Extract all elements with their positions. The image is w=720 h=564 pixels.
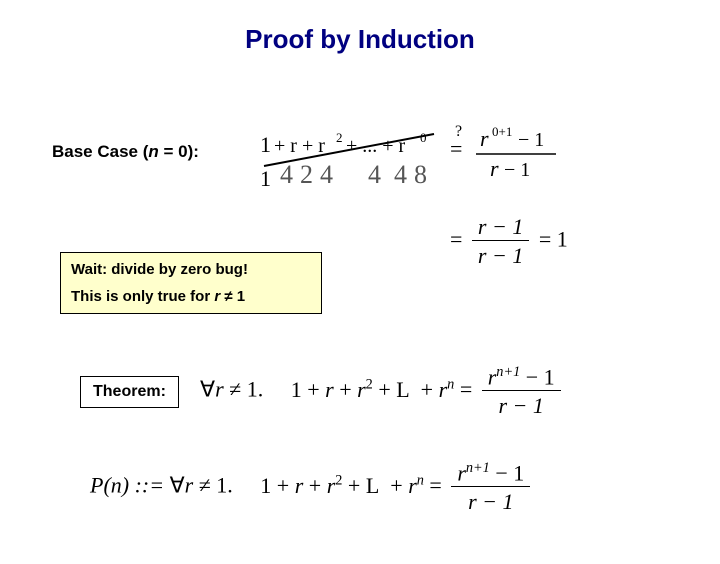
svg-text:1: 1 (260, 166, 271, 191)
svg-text:2: 2 (300, 160, 313, 189)
eq-sign: = (450, 227, 462, 252)
base-case-var: n (148, 142, 158, 161)
eq-one: = 1 (539, 227, 568, 252)
base-case-svg: 1 1 + r + r 2 + ... + r 0 ? = r 0+1 − 1 … (260, 122, 620, 202)
formula-theorem: ∀r ≠ 1. 1 + r + r2 + L + rn = rn+1 − 1 r… (200, 364, 565, 419)
svg-text:4: 4 (320, 160, 333, 189)
formula-base-case-simplify: = r − 1 r − 1 = 1 (450, 214, 568, 269)
var-r: r (185, 473, 194, 498)
cond: ≠ 1. (193, 473, 233, 498)
cond: ≠ 1. (224, 377, 264, 402)
svg-text:0+1: 0+1 (492, 124, 512, 139)
svg-text:4: 4 (280, 160, 293, 189)
svg-text:4: 4 (394, 160, 407, 189)
num: r − 1 (472, 214, 529, 241)
svg-text:8: 8 (414, 160, 427, 189)
den: r − 1 (451, 487, 530, 515)
forall: ∀ (170, 473, 185, 498)
svg-text:r: r (480, 126, 489, 151)
svg-text:4: 4 (368, 160, 381, 189)
eq: = (460, 377, 478, 402)
series: 1 + r + r2 + L + rn (291, 377, 455, 402)
svg-text:r: r (490, 156, 499, 181)
base-case-prefix: Base Case ( (52, 142, 148, 161)
svg-text:+ r + r: + r + r (274, 135, 325, 157)
svg-text:1: 1 (260, 132, 271, 157)
svg-text:2: 2 (336, 130, 343, 145)
wait-line2: This is only true for r ≠ 1 (71, 288, 311, 305)
svg-text:− 1: − 1 (518, 129, 544, 151)
series: 1 + r + r2 + L + rn (260, 473, 424, 498)
den: r − 1 (482, 391, 561, 419)
svg-text:0: 0 (420, 130, 427, 145)
theorem-label: Theorem: (93, 383, 166, 400)
frac-rhs: rn+1 − 1 r − 1 (451, 460, 530, 515)
den: r − 1 (472, 241, 529, 269)
wait-line2-b: ≠ 1 (220, 288, 245, 305)
pn-label: P(n) ::= (90, 473, 170, 498)
base-case-label: Base Case (n = 0): (52, 142, 199, 162)
var-r: r (215, 377, 224, 402)
forall: ∀ (200, 377, 215, 402)
formula-pn-def: P(n) ::= ∀r ≠ 1. 1 + r + r2 + L + rn = r… (90, 460, 534, 515)
num: rn+1 − 1 (482, 364, 561, 391)
frac-rhs: rn+1 − 1 r − 1 (482, 364, 561, 419)
frac-r1-r1: r − 1 r − 1 (472, 214, 529, 269)
num: rn+1 − 1 (451, 460, 530, 487)
wait-callout-box: Wait: divide by zero bug! This is only t… (60, 252, 322, 314)
svg-text:+ ... + r: + ... + r (346, 135, 406, 157)
svg-text:− 1: − 1 (504, 159, 530, 181)
eq: = (429, 473, 447, 498)
base-case-suffix: = 0): (159, 142, 199, 161)
wait-line1: Wait: divide by zero bug! (71, 261, 311, 278)
svg-text:=: = (450, 136, 462, 161)
slide-title: Proof by Induction (0, 24, 720, 55)
formula-base-case: 1 1 + r + r 2 + ... + r 0 ? = r 0+1 − 1 … (260, 122, 620, 208)
theorem-label-box: Theorem: (80, 376, 179, 408)
wait-line2-a: This is only true for (71, 288, 214, 305)
